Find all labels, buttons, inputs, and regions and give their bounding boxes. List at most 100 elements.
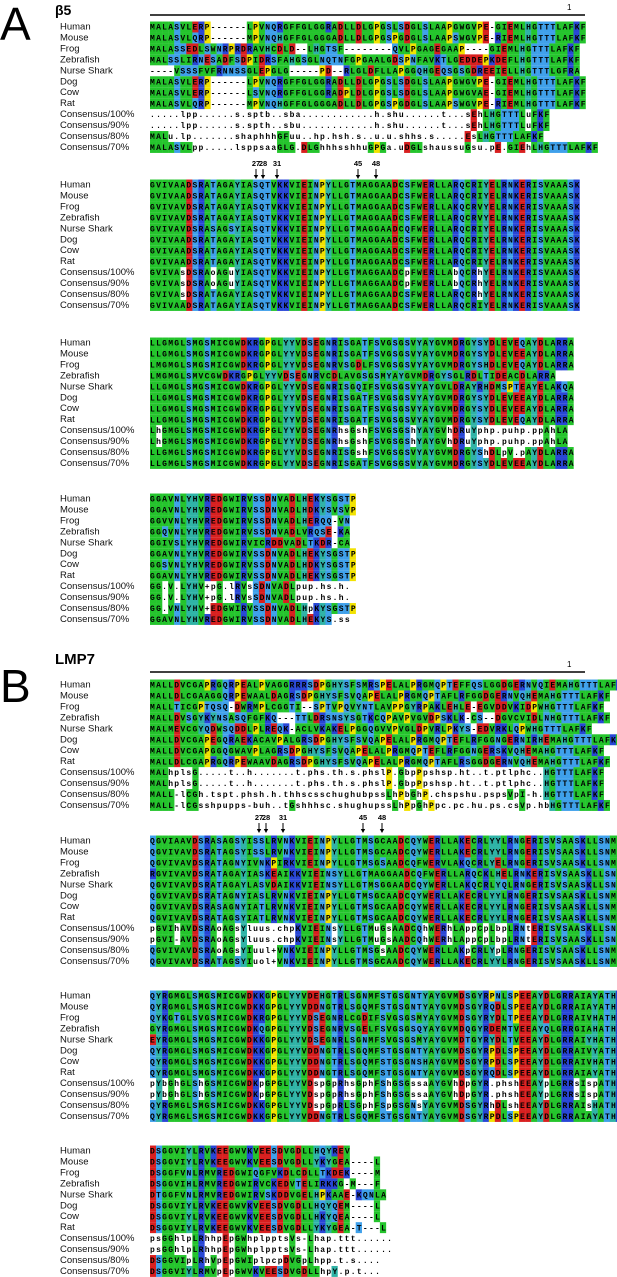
sequence: LLGMGLSMGSMICGWDKRGPGLYYVDSEGNRISGATFSVG… bbox=[150, 351, 574, 360]
residue-cell bbox=[192, 54, 199, 66]
sequence: QYRGMGLSMGSMICGWDKKGPGLYYVDDNGTRLSGQMFST… bbox=[150, 1047, 617, 1056]
alignment-block: Human MALASVLERP------LPVNQRGFFGLGGRADLLD… bbox=[60, 21, 598, 153]
residue-cell bbox=[186, 392, 193, 404]
residue-cell bbox=[150, 234, 157, 246]
residue-cell bbox=[434, 436, 441, 448]
species-name: Dog bbox=[60, 890, 77, 901]
residue-cell bbox=[494, 278, 502, 290]
residue-cell bbox=[246, 447, 254, 458]
residue-cell bbox=[271, 65, 278, 77]
residue-cell bbox=[470, 370, 477, 382]
residue-cell bbox=[452, 457, 459, 469]
residue-cell bbox=[204, 190, 211, 202]
residue-cell bbox=[264, 289, 272, 300]
residue-cell bbox=[289, 447, 296, 458]
residue-cell bbox=[301, 141, 308, 153]
residue-cell bbox=[150, 548, 157, 560]
residue-cell bbox=[337, 526, 344, 538]
residue-cell bbox=[192, 381, 199, 393]
residue-cell bbox=[289, 201, 296, 213]
residue-cell bbox=[222, 43, 229, 55]
sequence: pGVIhAVDSRAoAGsYluus.chpKVIEINsYLLGTMuGs… bbox=[150, 925, 617, 934]
residue-cell bbox=[186, 457, 193, 469]
residue-cell bbox=[543, 381, 550, 393]
species-name: Consensus/100% bbox=[60, 923, 135, 934]
species-name: Consensus/80% bbox=[60, 289, 130, 300]
residue-cell bbox=[156, 98, 163, 110]
residue-cell bbox=[428, 21, 435, 33]
residue-cell bbox=[488, 234, 496, 246]
residue-cell bbox=[325, 414, 332, 426]
residue-cell bbox=[537, 278, 544, 290]
residue-cell bbox=[349, 289, 356, 300]
residue-cell bbox=[258, 359, 266, 371]
species-name: Human bbox=[60, 836, 91, 847]
residue-cell bbox=[337, 212, 344, 224]
residue-cell bbox=[373, 679, 381, 691]
residue-cell bbox=[549, 179, 556, 191]
residue-cell bbox=[162, 131, 169, 142]
residue-cell bbox=[240, 212, 247, 224]
residue-cell bbox=[410, 381, 417, 393]
residue-cell bbox=[567, 278, 574, 290]
residue-cell bbox=[361, 403, 368, 415]
residue-cell bbox=[192, 299, 199, 311]
residue-cell bbox=[555, 201, 562, 213]
residue-cell bbox=[319, 436, 326, 448]
residue-cell bbox=[349, 98, 356, 110]
residue-cell bbox=[192, 581, 199, 593]
residue-cell bbox=[289, 559, 296, 571]
residue-cell bbox=[210, 613, 217, 625]
species-name: Nurse Shark bbox=[60, 381, 113, 392]
residue-cell bbox=[295, 190, 302, 202]
residue-cell bbox=[464, 65, 471, 77]
residue-cell bbox=[452, 425, 459, 437]
residue-cell bbox=[494, 131, 502, 142]
residue-cell bbox=[525, 234, 532, 246]
residue-cell bbox=[434, 65, 441, 77]
residue-cell bbox=[258, 436, 266, 448]
residue-cell bbox=[500, 234, 508, 246]
position-marker: 1 bbox=[567, 660, 572, 669]
residue-cell bbox=[234, 414, 241, 426]
residue-cell bbox=[543, 245, 550, 257]
residue-cell bbox=[313, 289, 320, 300]
residue-cell bbox=[252, 526, 260, 538]
residue-cell bbox=[428, 278, 435, 290]
residue-cell bbox=[488, 381, 496, 393]
residue-cell bbox=[228, 43, 235, 55]
residue-cell bbox=[531, 201, 538, 213]
residue-cell bbox=[240, 447, 247, 458]
residue-cell bbox=[519, 337, 526, 349]
residue-cell bbox=[168, 679, 175, 691]
residue-cell bbox=[458, 87, 465, 99]
residue-cell bbox=[361, 414, 368, 426]
residue-cell bbox=[361, 98, 368, 110]
residue-cell bbox=[464, 21, 471, 33]
residue-cell bbox=[379, 32, 387, 44]
residue-cell bbox=[307, 381, 314, 393]
residue-cell bbox=[264, 526, 272, 538]
marker-arrowhead bbox=[260, 175, 266, 179]
residue-cell bbox=[150, 559, 157, 571]
residue-cell bbox=[513, 141, 520, 153]
residue-cell bbox=[446, 65, 453, 77]
residue-cell bbox=[307, 504, 314, 516]
residue-cell bbox=[422, 267, 429, 279]
residue-cell bbox=[150, 21, 157, 33]
residue-cell bbox=[301, 76, 308, 88]
sequence: QYRGMGLSMGSMICGWDKKGPGLYYVDDNGTRLSGQMFST… bbox=[150, 1058, 617, 1067]
residue-cell bbox=[494, 21, 502, 33]
residue-cell bbox=[555, 43, 562, 55]
residue-cell bbox=[277, 493, 284, 505]
residue-cell bbox=[525, 414, 532, 426]
residue-cell bbox=[549, 690, 556, 702]
residue-cell bbox=[192, 43, 199, 55]
residue-cell bbox=[325, 299, 332, 311]
residue-cell bbox=[307, 179, 314, 191]
residue-cell bbox=[192, 370, 199, 382]
residue-cell bbox=[440, 267, 447, 279]
sequence: MALLDLCGAAGGQRPEWAALDAGRSDPGHYSFSVQAPELA… bbox=[150, 693, 610, 702]
residue-cell bbox=[252, 392, 260, 404]
residue-cell bbox=[464, 348, 471, 360]
